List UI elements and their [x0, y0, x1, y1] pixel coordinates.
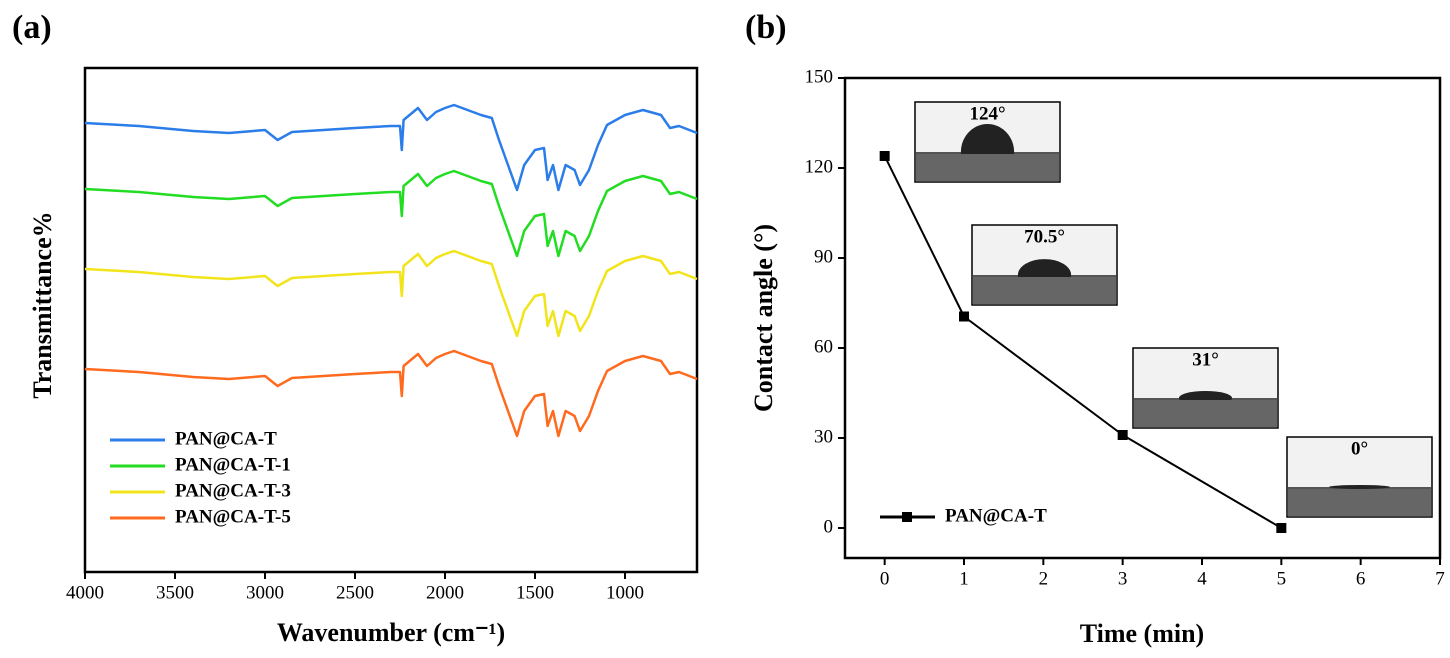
series-line: [883, 155, 1282, 529]
x-tick-label: 1500: [516, 582, 554, 603]
x-tick-label: 6: [1356, 568, 1366, 589]
inset-substrate-top: [973, 277, 1116, 304]
x-tick-label: 7: [1435, 568, 1445, 589]
y-tick-label: 0: [824, 516, 834, 537]
data-point: [1276, 523, 1287, 533]
series-line: [84, 169, 698, 258]
x-axis-title: Wavenumber (cm⁻¹): [277, 618, 505, 647]
x-tick-label: 3: [1118, 568, 1128, 589]
data-point: [1117, 430, 1128, 440]
inset-image: 0°: [1286, 436, 1433, 518]
inset-droplet: [1328, 485, 1391, 489]
y-tick-label: 30: [814, 426, 833, 447]
series-line: [84, 349, 698, 438]
legend-label: PAN@CA-T: [175, 428, 277, 449]
x-axis-title: Time (min): [1080, 619, 1204, 648]
inset-image: 124°: [914, 101, 1061, 183]
y-tick-label: 120: [805, 156, 834, 177]
plot-frame: [843, 76, 1442, 560]
panel-label: (b): [745, 9, 787, 46]
panel-label: (a): [12, 9, 52, 46]
y-tick-label: 150: [805, 66, 834, 87]
inset-image: 70.5°: [971, 224, 1118, 306]
x-tick-label: 3000: [246, 582, 284, 603]
x-tick-label: 0: [880, 568, 890, 589]
x-tick-label: 5: [1277, 568, 1287, 589]
x-tick-label: 1: [959, 568, 969, 589]
legend-label: PAN@CA-T: [945, 505, 1047, 526]
x-tick-label: 2000: [426, 582, 464, 603]
x-tick-label: 1000: [606, 582, 644, 603]
legend-label: PAN@CA-T-5: [175, 506, 291, 527]
inset-label: 0°: [1351, 438, 1368, 459]
inset-substrate-top: [1288, 489, 1431, 516]
y-tick-label: 90: [814, 246, 833, 267]
inset-image: 31°: [1132, 347, 1279, 429]
legend-label: PAN@CA-T-3: [175, 480, 291, 501]
plot-frame: [83, 66, 699, 574]
x-tick-label: 2: [1039, 568, 1049, 589]
legend-label: PAN@CA-T-1: [175, 454, 291, 475]
inset-substrate-top: [1134, 400, 1277, 427]
inset-label: 124°: [969, 103, 1005, 124]
x-tick-label: 3500: [156, 582, 194, 603]
x-tick-label: 4: [1197, 568, 1207, 589]
series-line: [84, 249, 698, 338]
inset-label: 70.5°: [1024, 226, 1065, 247]
series-line: [84, 103, 698, 192]
data-point: [959, 311, 969, 322]
y-axis-title: Transmittance%: [28, 211, 57, 398]
y-tick-label: 60: [814, 336, 833, 357]
legend-marker: [902, 512, 912, 522]
x-tick-label: 2500: [336, 582, 374, 603]
x-tick-label: 4000: [66, 582, 104, 603]
inset-label: 31°: [1192, 349, 1219, 370]
y-axis-title: Contact angle (°): [749, 224, 778, 412]
data-point: [879, 151, 890, 161]
inset-substrate-top: [916, 154, 1059, 181]
